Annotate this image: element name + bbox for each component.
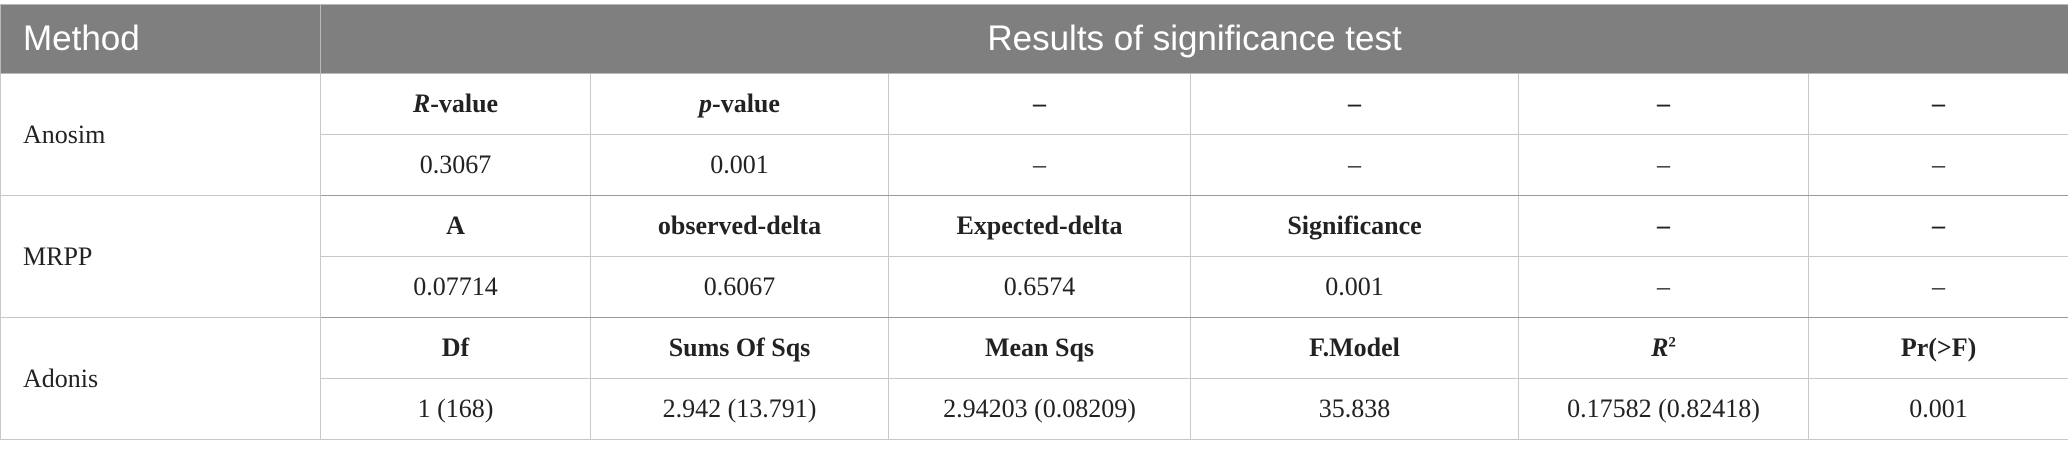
table-cell: F.Model [1190,317,1519,379]
table-cell: observed-delta [590,195,889,257]
table-cell: – [1518,195,1809,257]
table-cell: – [1807,195,2068,257]
r2-italic: R [1651,333,1669,362]
adonis-r2-header: R2 [1518,317,1809,379]
table-cell: – [1190,73,1519,135]
table-cell: – [1518,256,1809,318]
table-cell: Sums Of Sqs [590,317,889,379]
table-cell: 0.17582 (0.82418) [1518,378,1809,440]
p-value-suffix: -value [712,89,780,118]
table-cell: 1 (168) [320,378,591,440]
table-cell: – [888,73,1191,135]
table-cell: 0.001 [590,134,889,196]
table-cell: Significance [1190,195,1519,257]
method-adonis: Adonis [0,317,321,440]
table-cell: – [1807,134,2068,196]
adonis-header-row: Adonis Df Sums Of Sqs Mean Sqs F.Model R… [0,317,2068,440]
table-header-row: Method Results of significance test [0,4,2068,74]
table-cell: 2.942 (13.791) [590,378,889,440]
table-cell: 0.6067 [590,256,889,318]
results-column-header: Results of significance test [319,4,2068,74]
table-cell: 0.3067 [320,134,591,196]
table-cell: – [1807,256,2068,318]
p-italic: p [699,89,713,118]
anosim-header-row: Anosim R-value p-value – – – – [0,73,2068,196]
table-cell: Pr(>F) [1807,317,2068,379]
anosim-values-row: 0.3067 0.001 – – – – [1,134,2068,196]
table-cell: – [1807,73,2068,135]
table-cell: 0.6574 [888,256,1191,318]
anosim-p-value-header: p-value [590,73,889,135]
table-cell: 0.001 [1807,378,2068,440]
table-cell: – [1190,134,1519,196]
r-italic: R [412,89,431,118]
r2-superscript: 2 [1668,334,1676,351]
method-mrpp: MRPP [0,195,321,318]
method-column-header: Method [0,4,321,74]
table-cell: – [888,134,1191,196]
table-cell: 35.838 [1190,378,1519,440]
r-value-suffix: -value [430,89,499,118]
table-cell: 0.001 [1190,256,1519,318]
table-cell: A [320,195,591,257]
anosim-r-value-header: R-value [320,73,591,135]
table-cell: Mean Sqs [888,317,1191,379]
table-cell: – [1518,73,1809,135]
adonis-values-row: 1 (168) 2.942 (13.791) 2.94203 (0.08209)… [1,378,2068,440]
table-cell: – [1518,134,1809,196]
significance-test-table: Method Results of significance test Anos… [0,4,2068,440]
table-cell: Df [320,317,591,379]
table-cell: 2.94203 (0.08209) [888,378,1191,440]
mrpp-header-row: MRPP A observed-delta Expected-delta Sig… [0,195,2068,318]
method-anosim: Anosim [0,73,321,196]
table-cell: 0.07714 [320,256,591,318]
table-cell: Expected-delta [888,195,1191,257]
mrpp-values-row: 0.07714 0.6067 0.6574 0.001 – – [1,256,2068,318]
